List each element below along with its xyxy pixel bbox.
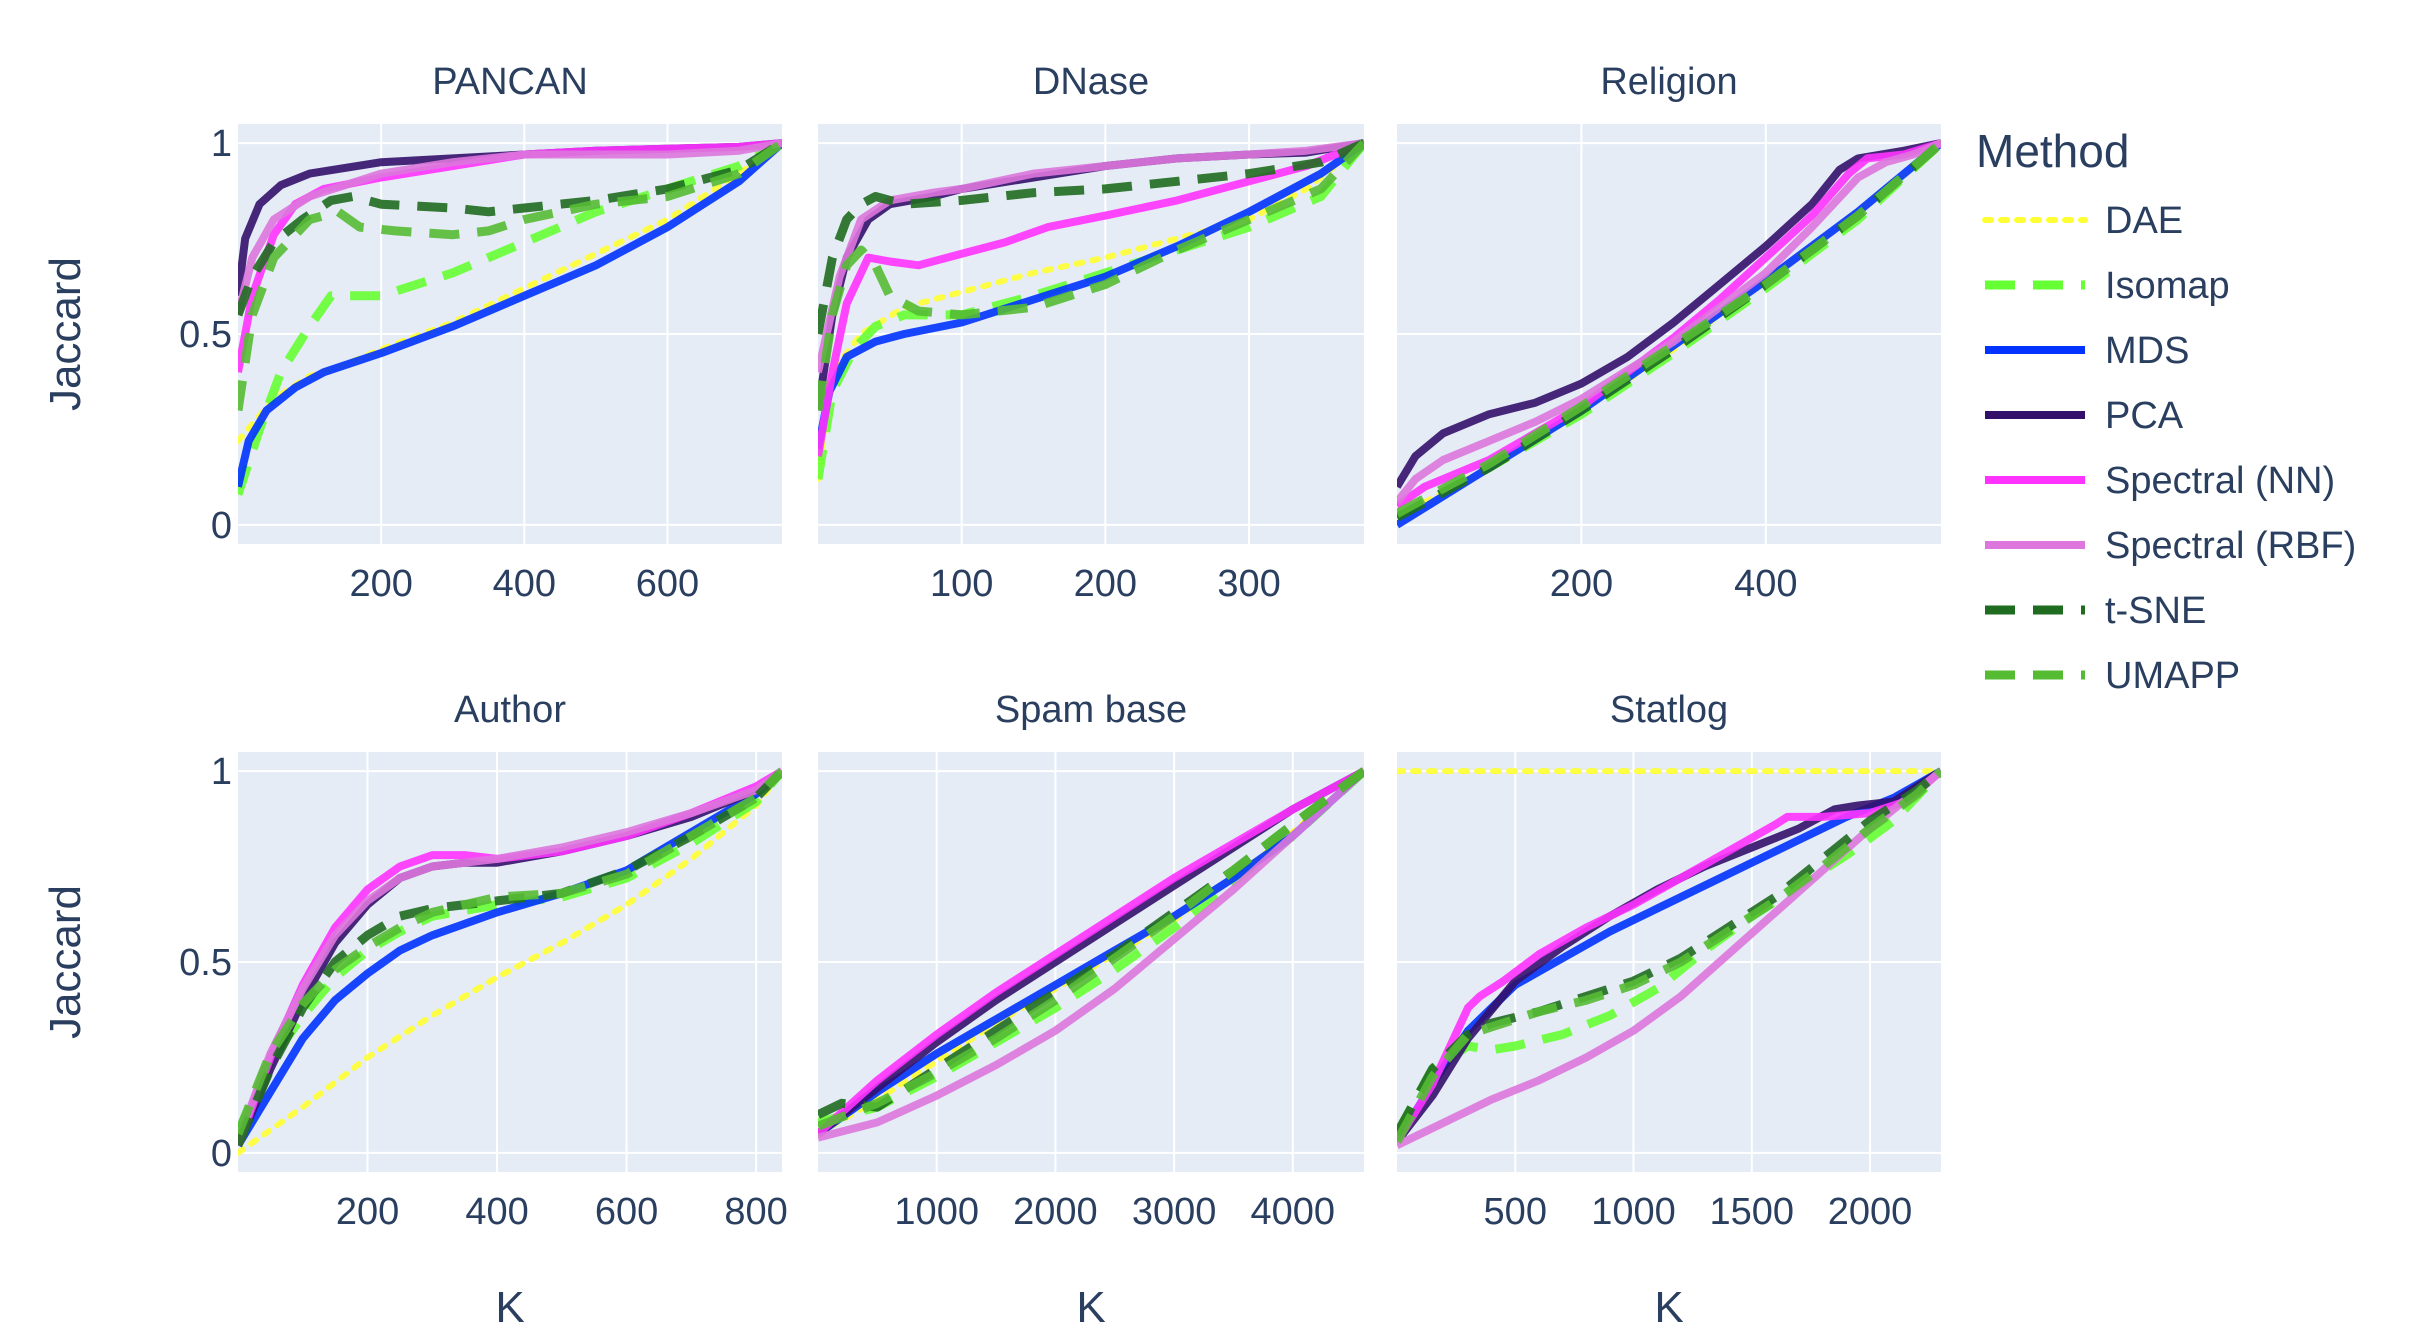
- series-line-spectral-rbf: [818, 768, 1364, 1142]
- x-tick-label: 800: [724, 1191, 787, 1233]
- legend-label: t-SNE: [2105, 590, 2206, 632]
- y-tick-label: 1: [211, 123, 232, 165]
- x-tick-label: 1000: [894, 1191, 979, 1233]
- series-line-umapp: [1397, 139, 1941, 518]
- series-lines-dnase: [818, 138, 1364, 483]
- x-tick-label: 400: [1734, 563, 1797, 605]
- series-lines-spam-base: [818, 767, 1364, 1142]
- series-line-spectral-rbf: [1397, 139, 1941, 505]
- legend-item-mds: MDS: [1985, 330, 2189, 372]
- series-line-umapp: [818, 140, 1364, 412]
- series-line-umapp: [238, 767, 782, 1136]
- panel-title: Statlog: [1610, 689, 1728, 731]
- legend-item-umapp: UMAPP: [1985, 655, 2240, 697]
- series-line-dae: [238, 768, 782, 1156]
- panels-layer: PANCAN 200 400 600 0 0.5 1 DNase 100 200 300 Religi…: [179, 61, 1941, 1233]
- x-axis-title: K: [1654, 1283, 1683, 1332]
- y-tick-label: 0.5: [179, 942, 232, 984]
- legend-item-pca: PCA: [1985, 395, 2184, 437]
- series-line-spectral-nn: [818, 139, 1364, 457]
- series-lines-religion: [1397, 139, 1941, 529]
- series-line-umapp: [238, 139, 782, 412]
- series-lines-statlog: [1397, 767, 1941, 1149]
- panel-title: PANCAN: [432, 61, 588, 103]
- x-tick-label: 200: [1074, 563, 1137, 605]
- panel-spam-base: Spam base 1000 2000 3000 4000: [818, 689, 1364, 1233]
- y-tick-label: 1: [211, 751, 232, 793]
- legend-label: PCA: [2105, 395, 2184, 437]
- legend-item-dae: DAE: [1982, 200, 2183, 242]
- x-tick-label: 200: [336, 1191, 399, 1233]
- x-tick-label: 2000: [1013, 1191, 1098, 1233]
- panel-title: Spam base: [995, 689, 1187, 731]
- axis-titles-layer: Jaccard Jaccard K K K: [41, 257, 1684, 1332]
- x-tick-label: 500: [1484, 1191, 1547, 1233]
- x-tick-label: 100: [930, 563, 993, 605]
- series-line-umapp: [1397, 767, 1941, 1144]
- series-line-spectral-rbf: [238, 767, 782, 1143]
- panel-title: Author: [454, 689, 566, 731]
- legend-item-isomap: Isomap: [1985, 265, 2230, 307]
- legend-title: Method: [1976, 125, 2129, 177]
- x-tick-label: 600: [636, 563, 699, 605]
- x-tick-label: 4000: [1251, 1191, 1336, 1233]
- panel-title: DNase: [1033, 61, 1149, 103]
- x-tick-label: 400: [493, 563, 556, 605]
- legend-label: MDS: [2105, 330, 2189, 372]
- panel-author: Author 200 400 600 800 0 0.5 1: [179, 689, 788, 1233]
- series-line-spectral-rbf: [818, 139, 1364, 374]
- series-line-spectral-rbf: [238, 139, 782, 316]
- legend-label: UMAPP: [2105, 655, 2240, 697]
- x-tick-label: 200: [349, 563, 412, 605]
- legend-item-spectral-rbf: Spectral (RBF): [1985, 525, 2356, 567]
- x-tick-label: 1000: [1591, 1191, 1676, 1233]
- panel-statlog: Statlog 500 1000 1500 2000: [1397, 689, 1941, 1233]
- series-line-umapp: [818, 767, 1364, 1131]
- x-tick-label: 300: [1217, 563, 1280, 605]
- series-line-isomap: [818, 767, 1364, 1127]
- x-tick-label: 200: [1550, 563, 1613, 605]
- series-line-spectral-nn: [1397, 139, 1941, 510]
- x-tick-label: 3000: [1132, 1191, 1217, 1233]
- panel-religion: Religion 200 400: [1397, 61, 1941, 605]
- panel-dnase: DNase 100 200 300: [818, 61, 1364, 605]
- legend-label: Spectral (NN): [2105, 460, 2335, 502]
- legend-item-spectral-nn: Spectral (NN): [1985, 460, 2335, 502]
- panel-title: Religion: [1600, 61, 1737, 103]
- series-line-mds: [818, 139, 1364, 450]
- legend: Method DAE Isomap MDS PCA Spectral (NN) Spectr…: [1976, 125, 2356, 697]
- series-line-pca: [1397, 139, 1941, 489]
- series-line-t-sne: [818, 138, 1364, 335]
- x-tick-label: 600: [595, 1191, 658, 1233]
- legend-label: DAE: [2105, 200, 2183, 242]
- panel-pancan: PANCAN 200 400 600 0 0.5 1: [179, 61, 782, 605]
- x-tick-label: 1500: [1710, 1191, 1795, 1233]
- x-tick-label: 2000: [1828, 1191, 1913, 1233]
- series-line-spectral-nn: [818, 767, 1364, 1137]
- legend-item-t-sne: t-SNE: [1985, 590, 2206, 632]
- y-axis-title: Jaccard: [41, 257, 90, 411]
- y-tick-label: 0: [211, 505, 232, 547]
- legend-label: Spectral (RBF): [2105, 525, 2356, 567]
- series-lines-pancan: [238, 139, 782, 496]
- series-lines-author: [238, 767, 782, 1156]
- legend-label: Isomap: [2105, 265, 2230, 307]
- y-tick-label: 0: [211, 1133, 232, 1175]
- series-line-mds: [818, 768, 1364, 1138]
- x-axis-title: K: [495, 1283, 524, 1332]
- y-axis-title: Jaccard: [41, 885, 90, 1039]
- series-line-mds: [238, 140, 782, 488]
- series-line-spectral-nn: [1397, 768, 1941, 1144]
- series-line-isomap: [818, 140, 1364, 480]
- x-axis-title: K: [1076, 1283, 1105, 1332]
- x-tick-label: 400: [465, 1191, 528, 1233]
- y-tick-label: 0.5: [179, 314, 232, 356]
